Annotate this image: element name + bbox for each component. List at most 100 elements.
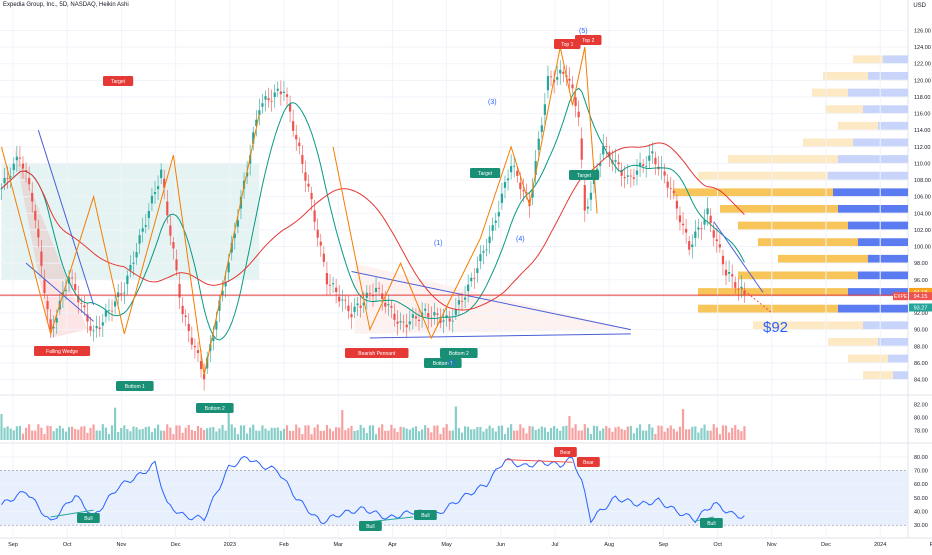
label-target-2: Target [470, 168, 501, 178]
candle-body [276, 88, 279, 91]
wave-left [1, 113, 260, 376]
volume-bar [37, 424, 40, 440]
time-tick-label: 2023 [224, 542, 236, 548]
volume-bar [365, 433, 368, 440]
volume-bar [356, 430, 359, 440]
volume-bar [549, 427, 553, 440]
volume-bar [0, 414, 3, 440]
candle-body [304, 172, 307, 181]
candle-body [399, 321, 402, 323]
candle-body [83, 305, 86, 308]
volume-bar [433, 425, 436, 440]
rsi-tick-label: 40.00 [914, 510, 928, 516]
volume-bar [516, 430, 519, 440]
volume-bar [80, 426, 83, 440]
vp-down-bar [698, 304, 838, 313]
label-text: Bottom 1 [125, 384, 145, 390]
volume-bar [476, 427, 479, 440]
volume-bar [209, 427, 212, 440]
volume-bar [184, 427, 187, 440]
candle-body [341, 299, 344, 301]
candle-body [218, 300, 221, 311]
volume-bar [163, 430, 166, 440]
volume-bars [0, 406, 746, 440]
candle-body [325, 273, 329, 285]
volume-bar [629, 425, 632, 440]
volume-bar [378, 427, 381, 440]
volume-bar [614, 427, 617, 440]
candle-body [298, 142, 301, 146]
volume-bar [347, 428, 350, 440]
label-falling-wedge: Falling Wedge [34, 346, 91, 356]
candle-body [549, 76, 553, 78]
volume-bar [64, 431, 68, 440]
candle-body [513, 165, 516, 167]
label-text: Top 2 [582, 38, 594, 44]
time-tick-label: Nov [117, 542, 127, 548]
volume-bar [660, 425, 663, 440]
volume-bar [117, 431, 120, 440]
volume-bar [399, 426, 402, 440]
candle-body [9, 176, 12, 178]
candle-body [6, 178, 9, 180]
volume-bar [61, 428, 64, 440]
volume-bar [190, 429, 193, 440]
candle-body [359, 305, 362, 308]
candle-body [439, 318, 442, 323]
candle-body [433, 312, 436, 316]
volume-bar [605, 425, 608, 440]
price-tick-label: 118.00 [914, 95, 930, 101]
candle-body [454, 308, 457, 315]
candle-body [319, 241, 322, 246]
rsi-line [1, 455, 745, 525]
volume-bar [341, 410, 344, 440]
label-text: Bottom 2 [205, 406, 225, 412]
candle-body [64, 289, 68, 292]
price-tick-label: 122.00 [914, 62, 931, 68]
volume-bar [129, 431, 132, 440]
volume-bar [246, 433, 249, 440]
label-background [103, 76, 134, 86]
candle-body [378, 287, 381, 289]
candle-body [718, 244, 721, 248]
pennant-lower-line [369, 333, 631, 339]
candle-body [362, 302, 365, 306]
volume-bar [319, 430, 322, 440]
volume-bar [405, 428, 408, 440]
volume-bar [95, 430, 98, 440]
volume-bar [31, 430, 34, 440]
candle-body [190, 337, 193, 345]
candle-body [384, 302, 387, 307]
price-tick-label: 100.00 [914, 245, 931, 251]
volume-bar [685, 429, 688, 440]
projection-line [741, 287, 773, 314]
candle-body [98, 327, 101, 329]
volume-bar [672, 428, 675, 440]
candle-body [37, 228, 40, 238]
volume-bar [479, 426, 482, 440]
volume-bar [715, 427, 718, 440]
candle-body [672, 191, 675, 194]
candle-body [417, 319, 421, 321]
candle-body [288, 104, 292, 112]
vp-down-bar [823, 72, 868, 80]
candle-body [731, 274, 734, 277]
volume-bar [697, 432, 700, 440]
label-background [359, 521, 382, 531]
volume-bar [592, 425, 596, 440]
candle-body [184, 315, 187, 317]
candle-body [574, 97, 577, 107]
price-badge-bg [909, 287, 932, 296]
candle-body [138, 235, 141, 244]
volume-bar [55, 428, 58, 440]
volume-bar [503, 434, 507, 440]
candle-body [390, 305, 393, 308]
volume-bar [353, 430, 356, 440]
volume-bar [199, 427, 203, 440]
candle-body [199, 361, 203, 370]
candle-body [436, 313, 439, 315]
candle-body [233, 233, 236, 239]
volume-bar [595, 426, 599, 440]
volume-bar [740, 431, 743, 440]
